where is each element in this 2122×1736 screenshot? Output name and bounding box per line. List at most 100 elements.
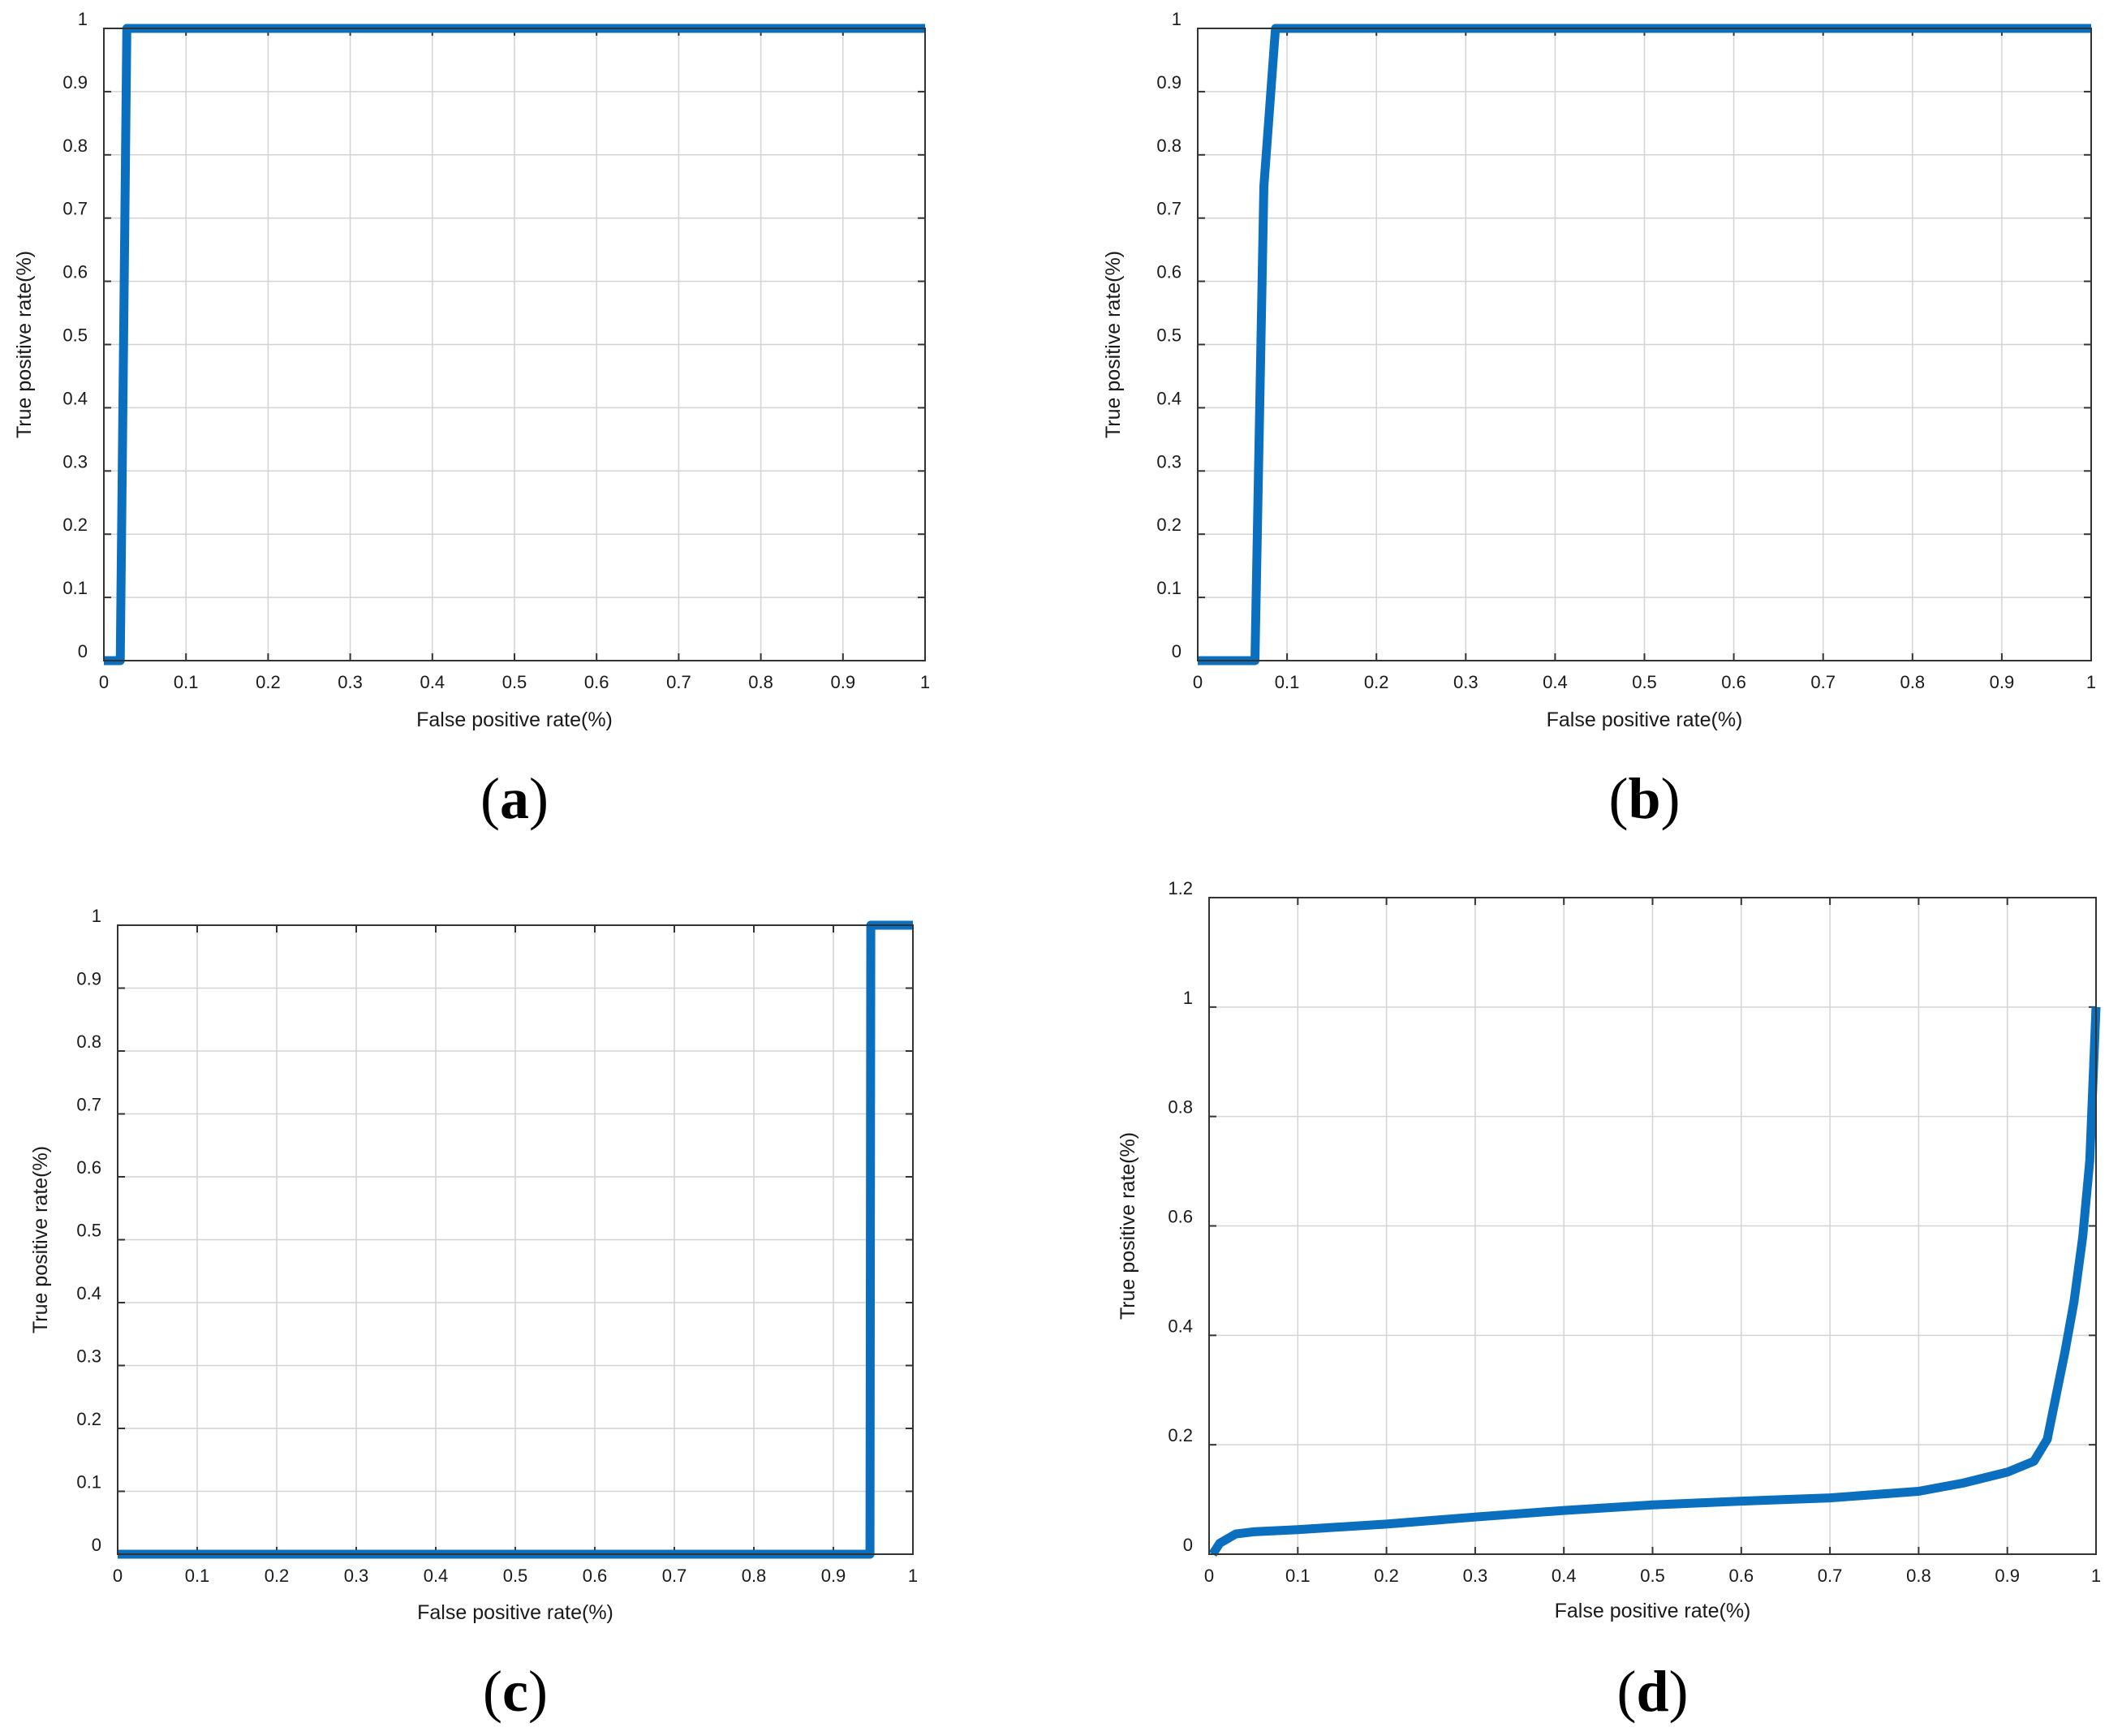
y-tick-label: 1 — [1172, 9, 1182, 29]
y-tick-label: 0 — [1172, 641, 1182, 661]
x-tick-label: 0.2 — [265, 1566, 290, 1586]
x-tick-label: 0.4 — [1552, 1566, 1577, 1586]
x-tick-label: 0.4 — [420, 672, 445, 692]
x-axis-label: False positive rate(%) — [417, 1601, 613, 1624]
x-tick-label: 0.4 — [1543, 672, 1568, 692]
x-tick-label: 0.3 — [338, 672, 363, 692]
y-tick-label: 0.4 — [62, 388, 88, 408]
x-tick-label: 0 — [99, 672, 109, 692]
x-tick-label: 0.6 — [1729, 1566, 1754, 1586]
x-tick-label: 0.1 — [1275, 672, 1300, 692]
x-tick-label: 0 — [1193, 672, 1203, 692]
y-tick-label: 0.8 — [76, 1032, 101, 1052]
x-tick-label: 0.1 — [185, 1566, 210, 1586]
x-tick-label: 0.2 — [1364, 672, 1389, 692]
x-axis-label: False positive rate(%) — [416, 709, 613, 731]
y-tick-label: 0.2 — [1156, 515, 1182, 535]
x-tick-label: 0.7 — [666, 672, 691, 692]
y-tick-label: 0.6 — [76, 1157, 101, 1178]
x-tick-label: 0.7 — [1810, 672, 1836, 692]
x-tick-label: 0.5 — [503, 1566, 528, 1586]
x-tick-label: 0.7 — [662, 1566, 687, 1586]
y-tick-label: 0.8 — [62, 136, 88, 156]
x-tick-label: 0.9 — [821, 1566, 846, 1586]
axes-frame — [103, 28, 926, 661]
x-tick-label: 0.3 — [1453, 672, 1479, 692]
x-tick-label: 0.7 — [1818, 1566, 1843, 1586]
panel-label: (b) — [1608, 766, 1680, 831]
x-tick-label: 0.5 — [1640, 1566, 1665, 1586]
axes-frame — [1197, 28, 2092, 661]
panel-a: 0 0.1 0.2 0.3 0.4 0.5 0.6 0.7 0.8 0.9 1 0 0.1 0.2 0.3 0… — [13, 9, 930, 831]
y-tick-label: 0.6 — [1168, 1207, 1193, 1227]
x-tick-label: 0.2 — [1374, 1566, 1399, 1586]
panel-label: (a) — [480, 766, 549, 831]
y-tick-label: 0.3 — [1156, 451, 1182, 472]
x-tick-label: 1 — [908, 1566, 918, 1586]
x-tick-label: 0.2 — [256, 672, 281, 692]
x-tick-label: 0.3 — [344, 1566, 369, 1586]
x-tick-label: 0 — [113, 1566, 123, 1586]
x-tick-label: 0.3 — [1463, 1566, 1488, 1586]
panel-b: 0 0.1 0.2 0.3 0.4 0.5 0.6 0.7 0.8 0.9 1 0 0.1 0.2 0.3 0… — [1102, 9, 2096, 831]
y-tick-label: 0.7 — [76, 1095, 101, 1115]
x-tick-label: 0.8 — [1906, 1566, 1931, 1586]
x-axis-label: False positive rate(%) — [1555, 1600, 1751, 1622]
y-tick-label: 1.2 — [1168, 878, 1193, 898]
panel-d: 0 0.1 0.2 0.3 0.4 0.5 0.6 0.7 0.8 0.9 1 0 0.2 0.4 0.6 0… — [1117, 878, 2101, 1724]
y-tick-label: 0.4 — [1168, 1316, 1193, 1336]
panel-label: (d) — [1616, 1659, 1688, 1724]
y-tick-label: 0.9 — [1156, 72, 1182, 93]
y-tick-label: 0.5 — [62, 325, 88, 346]
y-tick-label: 0.7 — [62, 199, 88, 219]
x-tick-label: 1 — [2086, 672, 2096, 692]
y-tick-label: 1 — [78, 9, 88, 29]
x-tick-label: 0.6 — [584, 672, 609, 692]
x-tick-label: 0.9 — [831, 672, 856, 692]
x-tick-label: 1 — [920, 672, 930, 692]
panel-c: 0 0.1 0.2 0.3 0.4 0.5 0.6 0.7 0.8 0.9 1 0 0.1 0.2 0.3 0… — [29, 906, 918, 1724]
y-tick-label: 0.9 — [76, 969, 101, 989]
y-tick-label: 0 — [1183, 1535, 1193, 1555]
y-tick-label: 0 — [92, 1535, 101, 1555]
y-axis-label: True positive rate(%) — [13, 251, 36, 438]
x-tick-label: 0.5 — [1632, 672, 1657, 692]
y-tick-label: 0.5 — [76, 1221, 101, 1241]
panel-label: (c) — [483, 1659, 548, 1724]
y-tick-label: 0.2 — [1168, 1425, 1193, 1445]
x-tick-label: 0.8 — [742, 1566, 767, 1586]
y-tick-label: 0.3 — [76, 1346, 101, 1367]
x-tick-label: 0.1 — [174, 672, 199, 692]
y-tick-label: 1 — [1183, 988, 1193, 1008]
y-tick-label: 0.6 — [1156, 262, 1182, 282]
y-tick-label: 0.4 — [76, 1283, 101, 1303]
y-tick-label: 0.9 — [62, 72, 88, 93]
x-axis-label: False positive rate(%) — [1547, 709, 1743, 731]
y-tick-label: 0 — [78, 641, 88, 661]
x-tick-label: 0.9 — [1990, 672, 2015, 692]
y-axis-label: True positive rate(%) — [1102, 251, 1125, 438]
y-tick-label: 0.8 — [1168, 1097, 1193, 1118]
x-tick-label: 0 — [1204, 1566, 1214, 1586]
roc-curve-series-0 — [1208, 1006, 2101, 1557]
x-tick-label: 0.1 — [1285, 1566, 1311, 1586]
axes-frame — [117, 924, 914, 1555]
y-tick-label: 0.2 — [62, 515, 88, 535]
y-tick-label: 0.8 — [1156, 136, 1182, 156]
x-tick-label: 0.8 — [748, 672, 773, 692]
x-tick-label: 1 — [2091, 1566, 2101, 1586]
y-tick-label: 0.2 — [76, 1409, 101, 1429]
x-tick-label: 0.4 — [424, 1566, 449, 1586]
x-tick-label: 0.8 — [1900, 672, 1926, 692]
y-tick-label: 0.7 — [1156, 199, 1182, 219]
x-tick-label: 0.6 — [583, 1566, 608, 1586]
y-tick-label: 0.3 — [62, 451, 88, 472]
y-tick-label: 0.1 — [1156, 578, 1182, 598]
y-tick-label: 0.5 — [1156, 325, 1182, 346]
x-tick-label: 0.5 — [502, 672, 527, 692]
y-tick-label: 0.6 — [62, 262, 88, 282]
x-tick-label: 0.9 — [1995, 1566, 2020, 1586]
axes-frame — [1208, 897, 2097, 1555]
y-tick-label: 0.1 — [76, 1472, 101, 1493]
